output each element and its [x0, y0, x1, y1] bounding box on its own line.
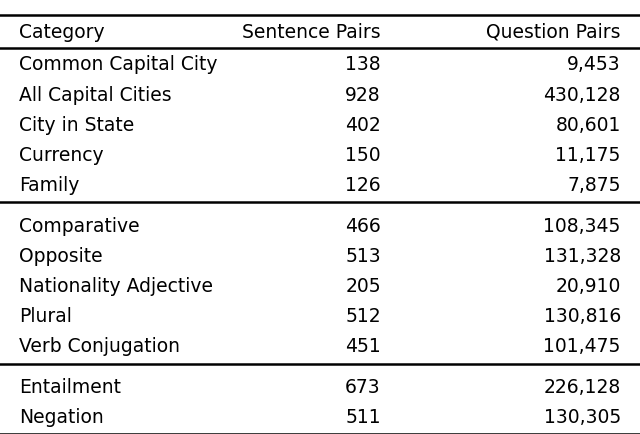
Text: 466: 466: [345, 217, 381, 236]
Text: Category: Category: [19, 23, 105, 42]
Text: 7,875: 7,875: [567, 176, 621, 195]
Text: 101,475: 101,475: [543, 337, 621, 356]
Text: 402: 402: [345, 116, 381, 135]
Text: City in State: City in State: [19, 116, 134, 135]
Text: Common Capital City: Common Capital City: [19, 56, 218, 75]
Text: Question Pairs: Question Pairs: [486, 23, 621, 42]
Text: 451: 451: [345, 337, 381, 356]
Text: 511: 511: [345, 408, 381, 427]
Text: 130,305: 130,305: [543, 408, 621, 427]
Text: 673: 673: [345, 378, 381, 397]
Text: 131,328: 131,328: [543, 247, 621, 266]
Text: 513: 513: [345, 247, 381, 266]
Text: 126: 126: [345, 176, 381, 195]
Text: Family: Family: [19, 176, 79, 195]
Text: 150: 150: [345, 146, 381, 165]
Text: 20,910: 20,910: [556, 277, 621, 296]
Text: Currency: Currency: [19, 146, 104, 165]
Text: 226,128: 226,128: [543, 378, 621, 397]
Text: 9,453: 9,453: [567, 56, 621, 75]
Text: Plural: Plural: [19, 307, 72, 326]
Text: Verb Conjugation: Verb Conjugation: [19, 337, 180, 356]
Text: 130,816: 130,816: [543, 307, 621, 326]
Text: 138: 138: [345, 56, 381, 75]
Text: 928: 928: [345, 85, 381, 105]
Text: 430,128: 430,128: [543, 85, 621, 105]
Text: 205: 205: [345, 277, 381, 296]
Text: 108,345: 108,345: [543, 217, 621, 236]
Text: 80,601: 80,601: [556, 116, 621, 135]
Text: Negation: Negation: [19, 408, 104, 427]
Text: 11,175: 11,175: [556, 146, 621, 165]
Text: Entailment: Entailment: [19, 378, 121, 397]
Text: All Capital Cities: All Capital Cities: [19, 85, 172, 105]
Text: Nationality Adjective: Nationality Adjective: [19, 277, 213, 296]
Text: Sentence Pairs: Sentence Pairs: [242, 23, 381, 42]
Text: Comparative: Comparative: [19, 217, 140, 236]
Text: 512: 512: [345, 307, 381, 326]
Text: Opposite: Opposite: [19, 247, 103, 266]
